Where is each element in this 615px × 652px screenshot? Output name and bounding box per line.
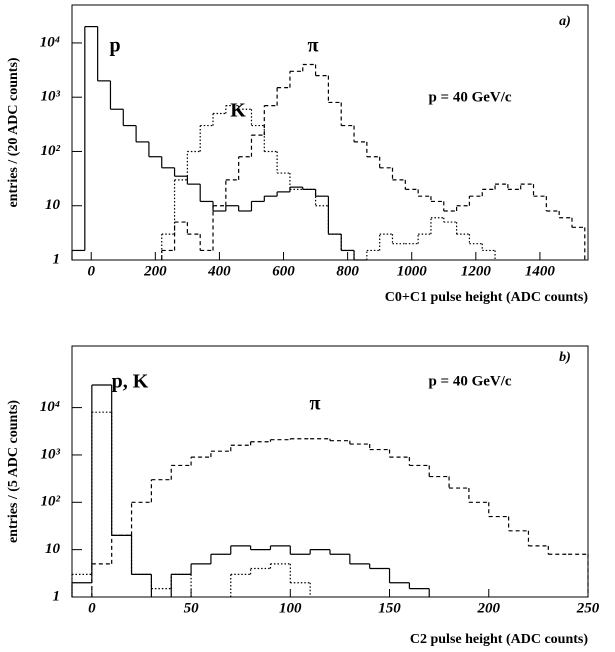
x-tick-label: 400 xyxy=(207,263,231,279)
series-label: π xyxy=(310,393,321,415)
plot-frame xyxy=(71,4,589,261)
y-tick-label: 10 xyxy=(45,541,61,557)
y-tick-label: 10³ xyxy=(41,89,61,105)
x-tick-label: 1200 xyxy=(461,263,492,279)
x-tick-label: 200 xyxy=(143,263,167,279)
annotation: a) xyxy=(559,14,571,29)
series-label: K xyxy=(230,100,246,122)
x-tick-label: 200 xyxy=(477,600,501,616)
x-tick-label: 800 xyxy=(336,263,359,279)
y-tick-label: 10 xyxy=(45,197,61,213)
y-tick-label: 10³ xyxy=(41,446,61,462)
x-axis-title: C2 pulse height (ADC counts) xyxy=(410,632,588,647)
annotation: p = 40 GeV/c xyxy=(428,373,511,389)
x-tick-label: 50 xyxy=(184,600,200,616)
y-tick-label: 1 xyxy=(53,588,61,604)
y-tick-label: 10² xyxy=(41,494,61,510)
annotation: p = 40 GeV/c xyxy=(428,89,511,105)
series-label: π xyxy=(308,35,319,57)
plot-frame xyxy=(71,345,589,598)
x-tick-label: 0 xyxy=(88,600,96,616)
x-tick-label: 0 xyxy=(87,263,95,279)
x-tick-label: 150 xyxy=(378,600,401,616)
x-tick-label: 100 xyxy=(279,600,302,616)
x-tick-label: 1000 xyxy=(397,263,428,279)
x-axis-title: C0+C1 pulse height (ADC counts) xyxy=(385,290,589,305)
y-tick-label: 1 xyxy=(53,251,61,267)
y-tick-label: 10⁴ xyxy=(40,34,60,50)
annotation: b) xyxy=(559,350,571,365)
y-tick-label: 10² xyxy=(41,143,61,159)
x-tick-label: 250 xyxy=(576,600,600,616)
series-label: p xyxy=(109,35,120,57)
y-axis-title: entries / (20 ADC counts) xyxy=(6,57,21,207)
x-tick-label: 1400 xyxy=(525,263,556,279)
y-tick-label: 10⁴ xyxy=(40,399,60,415)
annotation: p, K xyxy=(112,371,149,393)
x-tick-label: 600 xyxy=(272,263,295,279)
y-axis-title: entries / (5 ADC counts) xyxy=(6,400,21,543)
